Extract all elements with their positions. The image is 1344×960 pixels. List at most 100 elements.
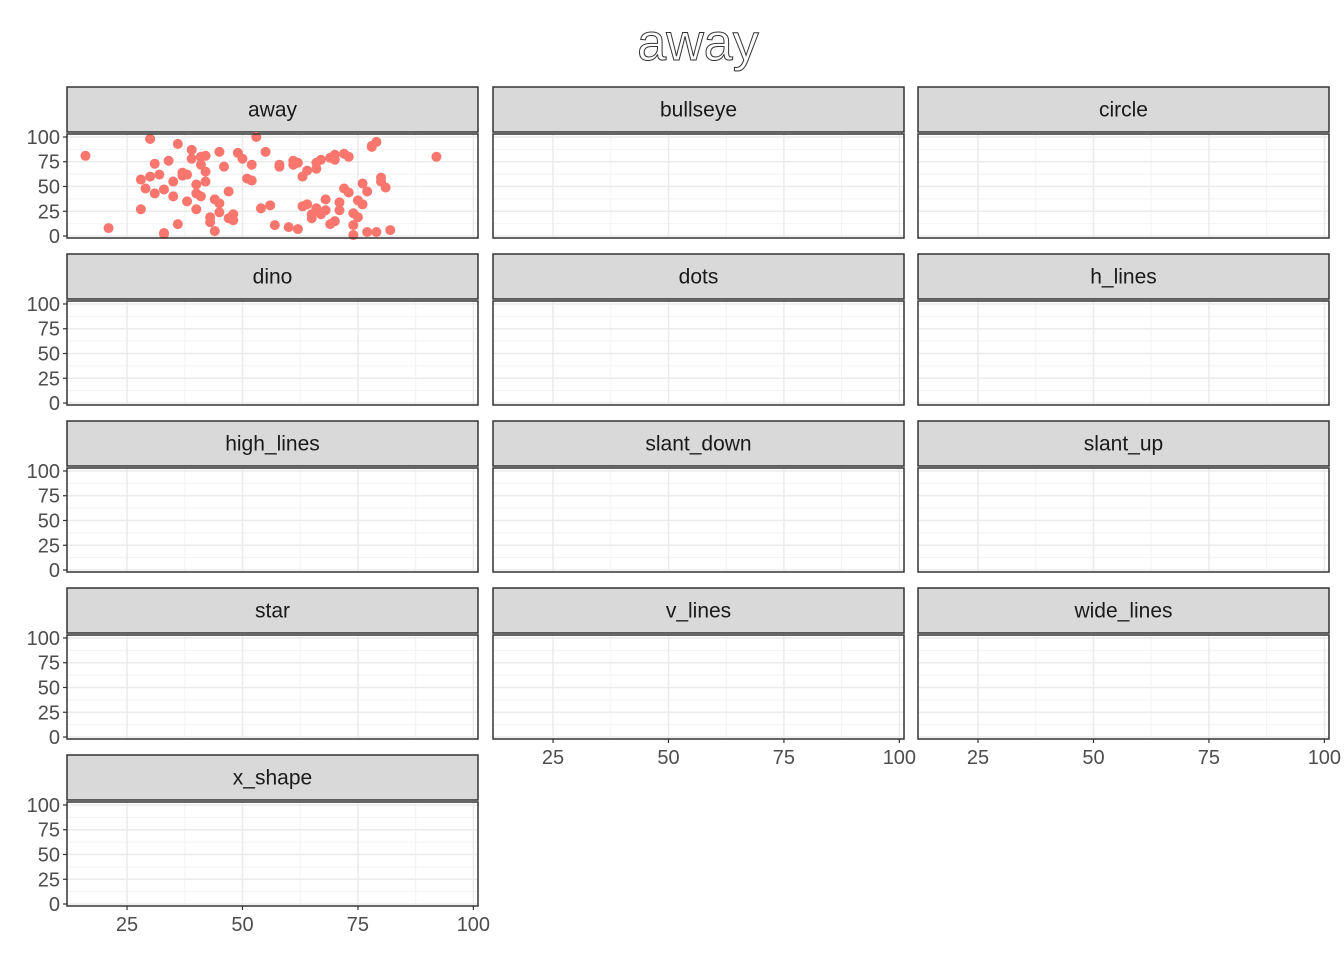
- data-point: [168, 191, 179, 202]
- data-point: [195, 159, 206, 170]
- y-tick-label: 100: [27, 795, 60, 817]
- data-point: [334, 197, 345, 208]
- facet-strip: [917, 587, 1330, 634]
- data-point: [292, 224, 303, 235]
- y-tick-label: 25: [38, 535, 60, 557]
- data-point: [352, 195, 363, 206]
- data-point: [343, 151, 354, 162]
- y-tick-label: 50: [38, 343, 60, 365]
- panel-border: [917, 300, 1330, 406]
- x-tick-label: 75: [347, 914, 369, 936]
- panel-border: [492, 300, 905, 406]
- data-point: [362, 186, 373, 197]
- y-tick-label: 75: [38, 653, 60, 675]
- facet-strip: [917, 253, 1330, 300]
- y-tick-label: 50: [38, 844, 60, 866]
- data-point: [168, 176, 179, 187]
- data-point: [186, 144, 197, 155]
- x-tick-label: 75: [773, 747, 795, 769]
- y-tick-label: 100: [27, 127, 60, 149]
- facet-label: high_lines: [225, 433, 320, 456]
- data-point: [265, 200, 276, 211]
- data-point: [339, 183, 350, 194]
- data-point: [325, 219, 336, 230]
- facet-strip: [492, 587, 905, 634]
- data-point: [371, 227, 382, 238]
- y-tick-label: 25: [38, 702, 60, 724]
- y-tick-label: 25: [38, 869, 60, 891]
- facet-label: h_lines: [1090, 266, 1157, 289]
- facet-label: slant_up: [1084, 433, 1163, 456]
- y-tick-label: 75: [38, 152, 60, 174]
- facet-label: slant_down: [645, 433, 751, 456]
- facet-strip: [66, 86, 479, 133]
- data-point: [320, 194, 331, 205]
- data-point: [140, 183, 151, 194]
- data-point: [186, 153, 197, 164]
- data-point: [329, 149, 340, 160]
- facet-strip: [492, 86, 905, 133]
- data-point: [191, 204, 202, 215]
- y-tick-label: 50: [38, 677, 60, 699]
- x-tick-label: 50: [231, 914, 253, 936]
- facet-strip: [492, 420, 905, 467]
- x-tick-label: 75: [1198, 747, 1220, 769]
- panel-border: [917, 634, 1330, 740]
- data-point: [214, 146, 225, 157]
- data-point: [154, 169, 165, 180]
- x-tick-label: 25: [967, 747, 989, 769]
- data-point: [149, 158, 160, 169]
- data-point: [260, 146, 271, 157]
- x-tick-label: 25: [116, 914, 138, 936]
- facet-panel-wide_lines: wide_lines 25 50 75 100: [917, 587, 1341, 769]
- facet-panel-slant_up: slant_up: [917, 420, 1330, 573]
- data-point: [334, 205, 345, 216]
- x-tick-label: 50: [1082, 747, 1104, 769]
- y-tick-label: 0: [49, 226, 60, 248]
- data-point: [246, 175, 257, 186]
- data-point: [223, 213, 234, 224]
- y-tick-label: 100: [27, 628, 60, 650]
- y-tick-label: 25: [38, 368, 60, 390]
- data-point: [191, 179, 202, 190]
- data-point: [200, 150, 211, 161]
- data-point: [149, 188, 160, 199]
- facet-panel-h_lines: h_lines: [917, 253, 1330, 406]
- facet-label: dots: [679, 266, 719, 289]
- data-point: [315, 154, 326, 165]
- panel-border: [917, 133, 1330, 239]
- data-point: [172, 219, 183, 230]
- data-point: [158, 184, 169, 195]
- y-tick-label: 25: [38, 201, 60, 223]
- data-point: [209, 226, 220, 237]
- y-tick-label: 100: [27, 294, 60, 316]
- facet-label: v_lines: [666, 600, 731, 623]
- data-point: [103, 223, 114, 234]
- facet-label: bullseye: [660, 99, 737, 122]
- y-tick-label: 0: [49, 393, 60, 415]
- facet-strip: [492, 253, 905, 300]
- data-point: [348, 208, 359, 219]
- data-point: [366, 140, 377, 151]
- y-tick-label: 0: [49, 894, 60, 916]
- facet-strip: [917, 420, 1330, 467]
- data-point: [237, 153, 248, 164]
- data-point: [274, 161, 285, 172]
- data-point: [209, 194, 220, 205]
- data-point: [200, 176, 211, 187]
- x-tick-label: 50: [657, 747, 679, 769]
- data-point: [362, 227, 373, 238]
- data-point: [145, 133, 156, 144]
- facet-label: circle: [1099, 99, 1148, 122]
- facet-panel-dots: dots: [492, 253, 905, 406]
- data-point: [158, 229, 169, 240]
- data-point: [205, 217, 216, 228]
- y-tick-label: 100: [27, 461, 60, 483]
- x-tick-label: 100: [1308, 747, 1341, 769]
